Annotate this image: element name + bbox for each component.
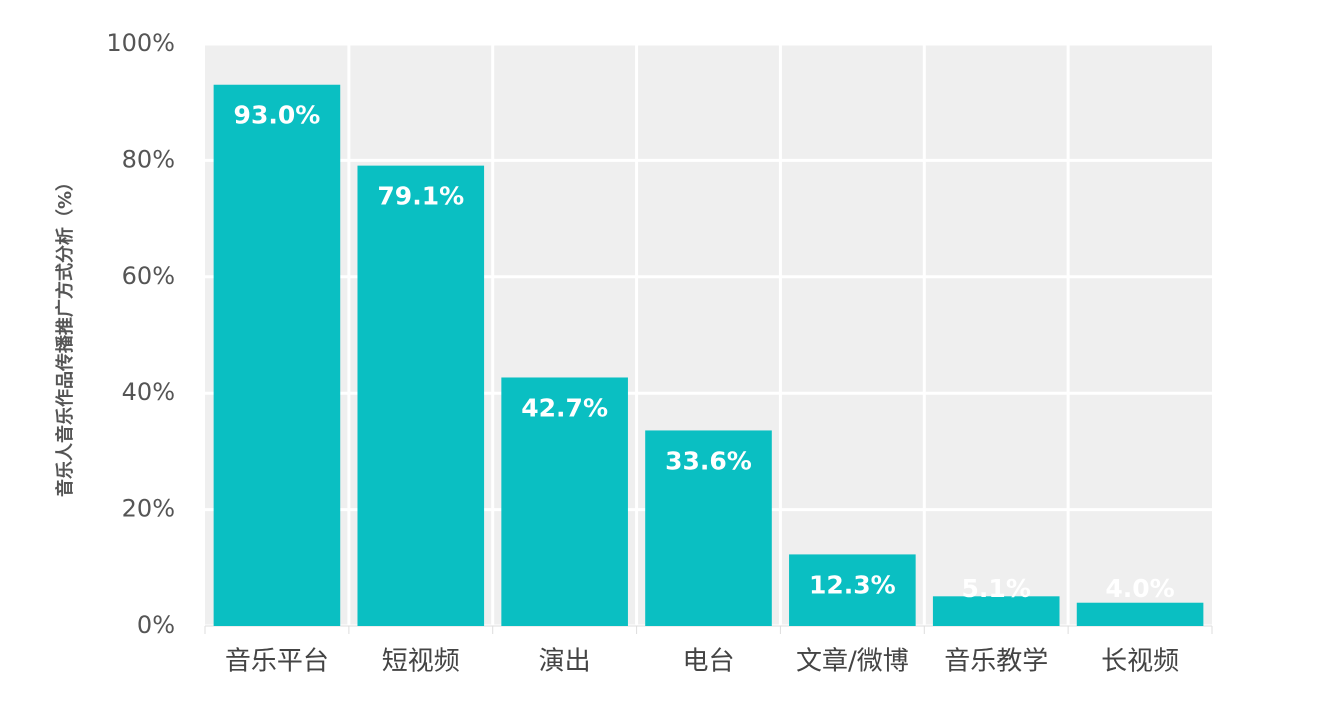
y-tick-label: 80%: [122, 145, 175, 173]
value-label: 42.7%: [521, 393, 608, 422]
y-tick-label: 40%: [122, 378, 175, 406]
y-tick-label: 60%: [122, 262, 175, 290]
x-tick-label: 长视频: [1101, 647, 1179, 677]
value-label: 79.1%: [377, 182, 464, 211]
value-label: 12.3%: [809, 570, 896, 599]
y-tick-label: 0%: [137, 611, 175, 639]
x-tick-label: 音乐平台: [225, 647, 329, 677]
value-label: 5.1%: [962, 574, 1031, 603]
value-label: 93.0%: [234, 101, 321, 130]
bar: [645, 430, 772, 626]
x-tick-label: 短视频: [382, 647, 460, 677]
bar: [789, 554, 916, 626]
y-axis-label: 音乐人音乐作品传播推广方式分析（%）: [54, 173, 76, 497]
value-label: 33.6%: [665, 446, 752, 475]
bar: [932, 596, 1060, 626]
x-tick-label: 音乐教学: [944, 647, 1048, 677]
value-label: 4.0%: [1105, 574, 1174, 603]
bar: [213, 84, 341, 627]
bar: [501, 377, 628, 626]
x-tick-label: 演出: [539, 647, 591, 677]
y-tick-label: 20%: [122, 495, 175, 523]
y-tick-label: 100%: [106, 29, 175, 57]
bar: [1076, 602, 1204, 626]
bar: [357, 165, 485, 626]
x-tick-label: 电台: [682, 647, 734, 677]
x-tick-label: 文章/微博: [796, 647, 909, 677]
